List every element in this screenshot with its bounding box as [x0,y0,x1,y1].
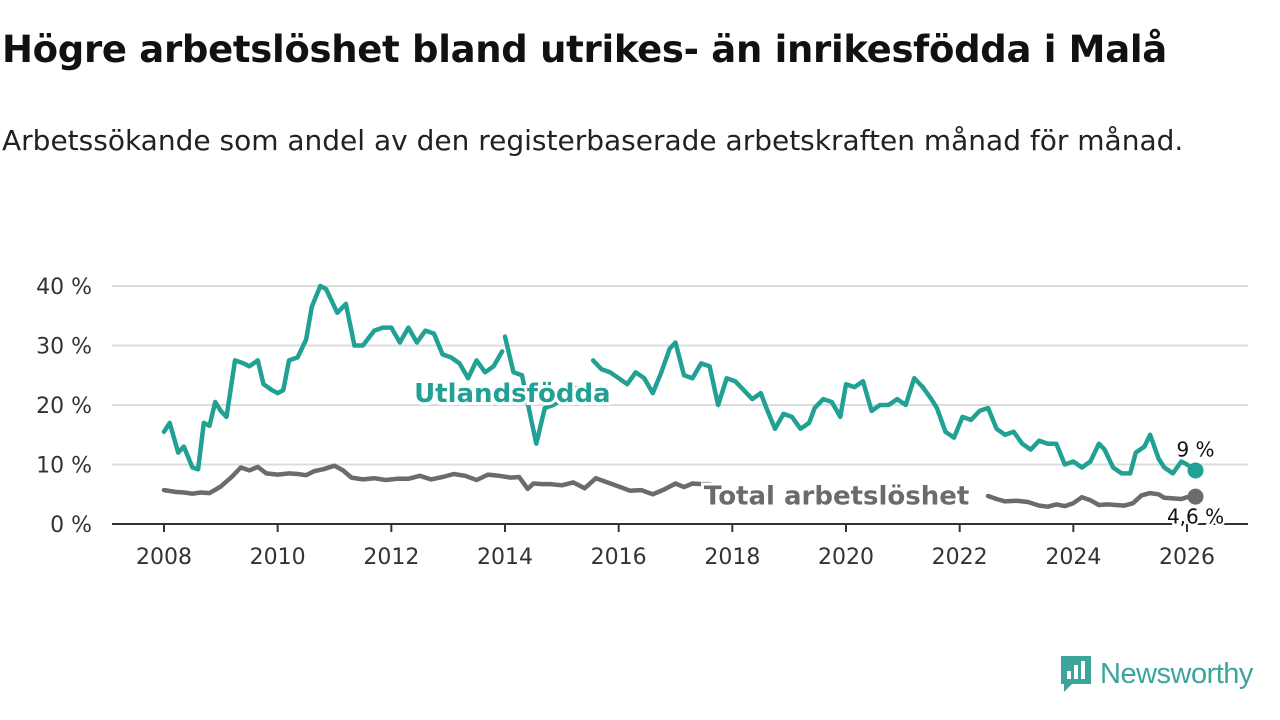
y-tick-label: 40 % [36,275,92,300]
end-point-total-arbetsl-shet [1187,488,1204,505]
y-tick-label: 20 % [36,394,92,419]
series-label: Utlandsfödda [414,379,611,409]
x-tick-label: 2022 [932,545,988,570]
series-line-total-arbetsl-shet [161,463,721,497]
x-tick-label: 2010 [250,545,306,570]
brand-name: Newsworthy [1100,657,1253,690]
series-line-utlandsf-dda [161,283,505,472]
x-tick-label: 2016 [591,545,647,570]
x-tick-label: 2024 [1045,545,1101,570]
end-point-utlandsf-dda [1187,462,1204,479]
series-line-total-arbetsl-shet [985,490,1198,509]
x-tick-label: 2008 [136,545,192,570]
x-tick-label: 2014 [477,545,533,570]
x-tick-label: 2020 [818,545,874,570]
x-tick-label: 2026 [1159,545,1215,570]
x-tick-label: 2018 [704,545,760,570]
end-label-utlandsfodda: 9 % [1176,437,1214,461]
end-label-total: 4,6 % [1167,505,1224,529]
series-line-utlandsf-dda [502,334,587,446]
series-label: Total arbetslöshet [704,481,969,511]
y-tick-label: 30 % [36,335,92,360]
chart-subtitle: Arbetssökande som andel av den registerb… [2,124,1184,157]
chart-title: Högre arbetslöshet bland utrikes- än inr… [2,28,1167,71]
newsworthy-logo-icon [1061,656,1091,692]
x-tick-label: 2012 [363,545,419,570]
brand-logo: Newsworthy [1058,654,1253,694]
y-tick-label: 0 % [50,513,92,538]
series-line-utlandsf-dda [590,340,1198,476]
y-tick-label: 10 % [36,454,92,479]
